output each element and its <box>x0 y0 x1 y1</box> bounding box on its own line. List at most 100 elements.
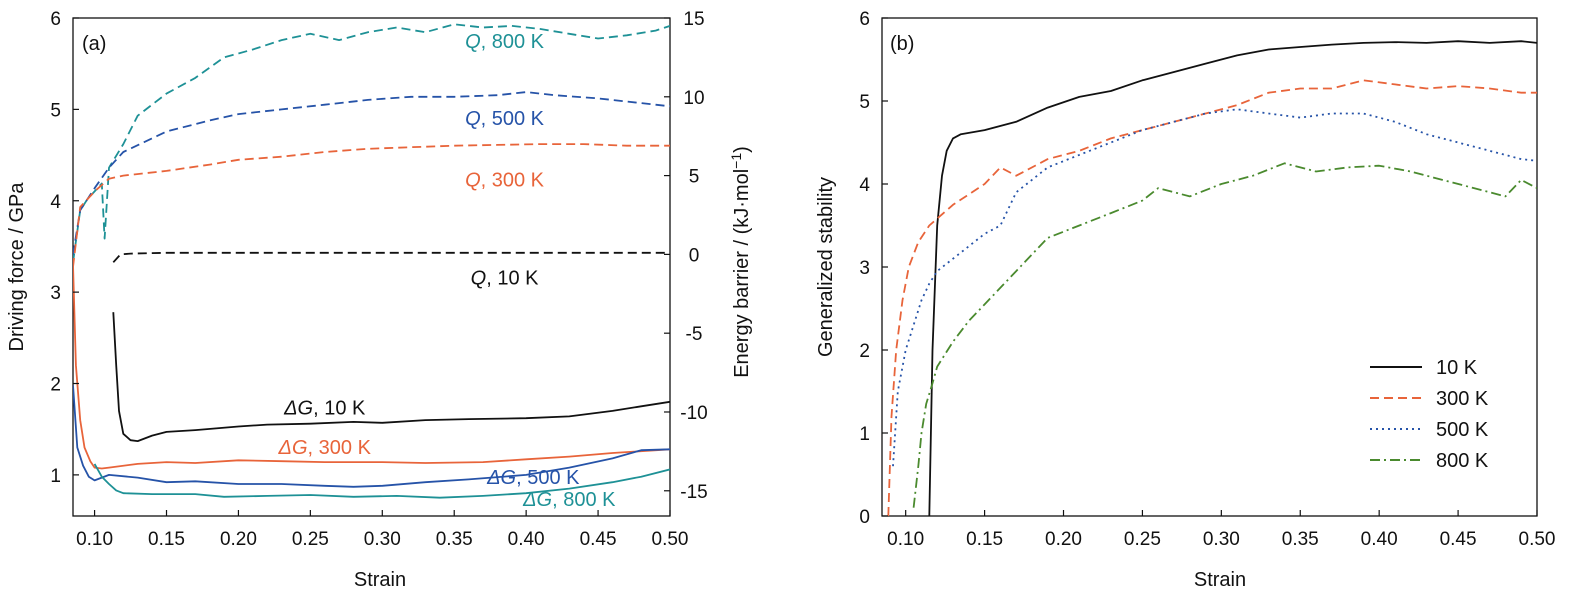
annotation-symbol: ΔG <box>278 437 308 459</box>
series-line-q-10-k <box>112 251 670 263</box>
annotation-temperature: , 800 K <box>481 31 545 53</box>
panel-a-y2-axis-label: Energy barrier / (kJ·mol−1) <box>728 146 753 378</box>
y2-tick-label: -5 <box>686 324 703 345</box>
y-tick-label: 0 <box>859 507 870 528</box>
panel-b-legend: 10 K 300 K 500 K 800 K <box>1370 357 1489 472</box>
x-tick-label: 0.45 <box>580 529 617 550</box>
series-line-10-k <box>928 40 1537 516</box>
y-tick-label: 6 <box>50 9 61 30</box>
annotation-symbol: Q <box>465 170 481 192</box>
panel-b-y-axis-label: Generalized stability <box>815 177 837 357</box>
y-tick-label: 3 <box>50 283 61 304</box>
series-line-delta-g-10-k <box>112 312 670 442</box>
x-tick-label: 0.25 <box>292 529 329 550</box>
y-tick-label: 4 <box>50 192 61 213</box>
y-tick-label: 1 <box>859 424 870 445</box>
y-tick-label: 5 <box>859 92 870 113</box>
panel-b-y-ticks: 0 1 2 3 4 5 6 <box>859 9 888 528</box>
x-tick-label: 0.20 <box>220 529 257 550</box>
panel-a-y2-label-sup: −1 <box>728 153 744 169</box>
x-tick-label: 0.50 <box>652 529 689 550</box>
panel-a-y2-label-end: ) <box>731 146 753 153</box>
x-tick-label: 0.30 <box>1203 529 1240 550</box>
y2-tick-label: 15 <box>683 9 704 30</box>
legend-label-800-k: 800 K <box>1436 450 1489 472</box>
y-tick-label: 1 <box>50 466 61 487</box>
panel-a-annotations: Q, 800 KQ, 500 KQ, 300 KQ, 10 KΔG, 10 KΔ… <box>278 31 617 511</box>
panel-b-series-group <box>887 40 1537 516</box>
panel-b-label: (b) <box>890 33 914 55</box>
x-tick-label: 0.30 <box>364 529 401 550</box>
series-line-800-k <box>912 162 1537 508</box>
x-tick-label: 0.40 <box>508 529 545 550</box>
panel-a-y2-ticks: -15 -10 -5 0 5 10 15 <box>664 9 708 503</box>
series-line-500-k <box>892 108 1537 467</box>
y2-tick-label: 0 <box>689 245 700 266</box>
panel-a-label: (a) <box>82 33 106 55</box>
y-tick-label: 2 <box>50 375 61 396</box>
chart-panel-a: 0.10 0.15 0.20 0.25 0.30 0.35 0.40 0.45 0.50 1 2 3… <box>6 9 753 591</box>
annotation-symbol: Q <box>465 108 481 130</box>
series-line-q-500-k <box>73 91 670 255</box>
annotation-temperature: , 300 K <box>481 170 545 192</box>
y-tick-label: 4 <box>859 175 870 196</box>
annotation-temperature: , 10 K <box>313 398 366 420</box>
legend-label-10-k: 10 K <box>1436 357 1478 379</box>
legend-label-300-k: 300 K <box>1436 388 1489 410</box>
annotation-symbol: Q <box>471 267 487 289</box>
y-tick-label: 5 <box>50 100 61 121</box>
x-tick-label: 0.15 <box>966 529 1003 550</box>
annotation-q-800-k: Q, 800 K <box>465 31 545 53</box>
panel-a-x-axis-label: Strain <box>354 569 406 591</box>
panel-a-series-group <box>73 23 670 499</box>
annotation-temperature: , 500 K <box>516 467 580 489</box>
annotation-delta-g-800-k: ΔG, 800 K <box>522 489 616 511</box>
panel-a-y-axis-label: Driving force / GPa <box>6 182 28 352</box>
annotation-delta-g-10-k: ΔG, 10 K <box>283 398 366 420</box>
annotation-symbol: Q <box>465 31 481 53</box>
x-tick-label: 0.35 <box>1282 529 1319 550</box>
annotation-q-10-k: Q, 10 K <box>471 267 539 289</box>
annotation-temperature: , 500 K <box>481 108 545 130</box>
annotation-temperature: , 300 K <box>308 437 372 459</box>
panel-a-y2-label-main: Energy barrier / (kJ·mol <box>731 169 753 378</box>
legend-label-500-k: 500 K <box>1436 419 1489 441</box>
annotation-symbol: ΔG <box>283 398 313 420</box>
y2-tick-label: 10 <box>683 88 704 109</box>
panel-b-frame <box>881 17 1538 517</box>
x-tick-label: 0.15 <box>148 529 185 550</box>
series-line-delta-g-500-k <box>73 385 670 488</box>
annotation-temperature: , 10 K <box>486 267 539 289</box>
x-tick-label: 0.40 <box>1361 529 1398 550</box>
x-tick-label: 0.50 <box>1519 529 1556 550</box>
panel-a-x-ticks: 0.10 0.15 0.20 0.25 0.30 0.35 0.40 0.45 0.50 <box>76 510 688 550</box>
series-line-q-300-k <box>73 143 670 268</box>
annotation-symbol: ΔG <box>522 489 552 511</box>
annotation-q-500-k: Q, 500 K <box>465 108 545 130</box>
panel-b-x-ticks: 0.10 0.15 0.20 0.25 0.30 0.35 0.40 0.45 0.50 <box>887 510 1555 550</box>
x-tick-label: 0.10 <box>76 529 113 550</box>
x-tick-label: 0.35 <box>436 529 473 550</box>
y-tick-label: 2 <box>859 341 870 362</box>
x-tick-label: 0.10 <box>887 529 924 550</box>
panel-a-y-ticks: 1 2 3 4 5 6 <box>50 9 79 487</box>
panel-a-frame <box>72 17 671 517</box>
x-tick-label: 0.20 <box>1045 529 1082 550</box>
y-tick-label: 6 <box>859 9 870 30</box>
series-line-delta-g-300-k <box>73 264 670 470</box>
x-tick-label: 0.25 <box>1124 529 1161 550</box>
annotation-delta-g-500-k: ΔG, 500 K <box>486 467 580 489</box>
y-tick-label: 3 <box>859 258 870 279</box>
series-line-300-k <box>887 79 1537 516</box>
y2-tick-label: 5 <box>689 167 700 188</box>
annotation-symbol: ΔG <box>486 467 516 489</box>
y2-tick-label: -10 <box>680 403 707 424</box>
chart-panel-b: 0.10 0.15 0.20 0.25 0.30 0.35 0.40 0.45 0.50 0 1 2… <box>815 9 1555 591</box>
annotation-temperature: , 800 K <box>552 489 616 511</box>
panel-b-x-axis-label: Strain <box>1194 569 1246 591</box>
annotation-delta-g-300-k: ΔG, 300 K <box>278 437 372 459</box>
x-tick-label: 0.45 <box>1440 529 1477 550</box>
series-line-delta-g-800-k <box>93 463 670 499</box>
series-line-q-800-k <box>73 23 670 263</box>
